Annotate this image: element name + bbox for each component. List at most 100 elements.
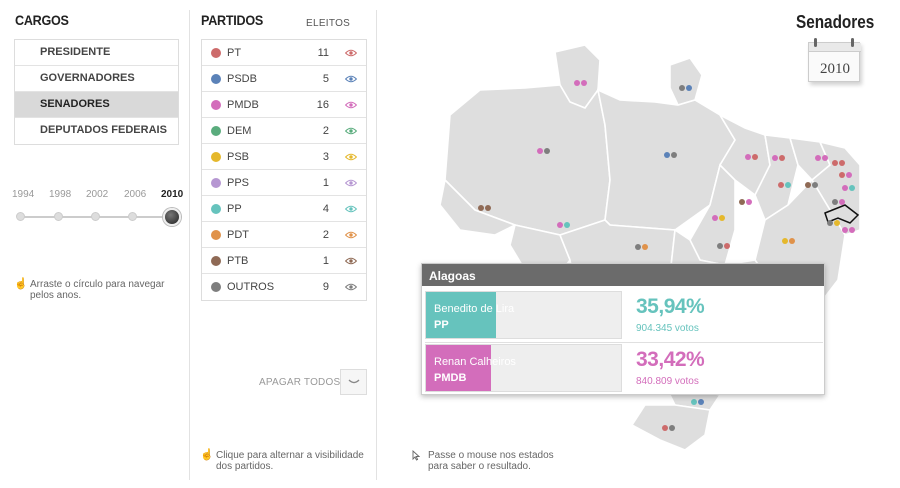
apagar-todos-label[interactable]: APAGAR TODOS — [259, 377, 341, 388]
party-eleitos-count: 9 — [322, 281, 329, 293]
state-amapa[interactable] — [669, 57, 703, 106]
eleitos-label: ELEITOS — [306, 18, 351, 29]
party-color-dot — [211, 230, 221, 240]
party-row-psb[interactable]: PSB 3 — [202, 144, 366, 170]
year-label-2010[interactable]: 2010 — [161, 189, 184, 200]
party-dot-outros — [679, 85, 685, 91]
party-name: PPS — [227, 177, 250, 189]
candidate-party: PP — [434, 319, 449, 331]
year-slider-stop[interactable] — [91, 212, 100, 221]
eye-icon[interactable] — [345, 179, 357, 187]
party-color-dot — [211, 74, 221, 84]
partidos-title: PARTIDOS — [201, 12, 264, 28]
party-dot-pmdb — [746, 199, 752, 205]
party-dot-pmdb — [712, 215, 718, 221]
party-eleitos-count: 3 — [322, 151, 329, 163]
hand-pointer-icon: ☝ — [14, 278, 28, 290]
party-dot-ptb — [805, 182, 811, 188]
party-color-dot — [211, 204, 221, 214]
party-row-dem[interactable]: DEM 2 — [202, 118, 366, 144]
party-color-dot — [211, 126, 221, 136]
party-dot-pmdb — [822, 155, 828, 161]
eye-icon[interactable] — [345, 49, 357, 57]
party-dot-psb — [834, 220, 840, 226]
eye-icon[interactable] — [345, 283, 357, 291]
party-dot-psb — [719, 215, 725, 221]
calendar-year: 2010 — [820, 61, 850, 77]
candidate-bar: Benedito de Lira PP — [425, 291, 622, 339]
party-dot-pt — [724, 243, 730, 249]
cargos-hint-text: Arraste o círculo para navegar pelos ano… — [30, 279, 165, 301]
party-color-dot — [211, 48, 221, 58]
partidos-hint: ☝ Clique para alternar a visibilidade do… — [200, 450, 372, 473]
eye-icon[interactable] — [345, 231, 357, 239]
party-dot-pt — [839, 172, 845, 178]
party-row-pmdb[interactable]: PMDB 16 — [202, 92, 366, 118]
cursor-arrow-icon — [412, 449, 421, 464]
party-dot-outros — [832, 199, 838, 205]
cargo-governadores[interactable]: GOVERNADORES — [15, 66, 178, 92]
year-slider-stop[interactable] — [16, 212, 25, 221]
party-row-pp[interactable]: PP 4 — [202, 196, 366, 222]
party-dot-pmdb — [849, 227, 855, 233]
year-label-2006[interactable]: 2006 — [124, 189, 147, 200]
party-name: PDT — [227, 229, 249, 241]
party-dot-pmdb — [842, 185, 848, 191]
cargo-deputados-federais[interactable]: DEPUTADOS FEDERAIS — [15, 118, 178, 144]
candidate-bar-fill — [426, 292, 497, 338]
candidate-percent: 33,42% — [636, 348, 705, 371]
cargo-senadores[interactable]: SENADORES — [15, 92, 178, 118]
party-name: OUTROS — [227, 281, 275, 293]
apagar-todos-button[interactable] — [340, 369, 367, 395]
party-row-pdt[interactable]: PDT 2 — [202, 222, 366, 248]
party-row-outros[interactable]: OUTROS 9 — [202, 274, 366, 300]
party-color-dot — [211, 282, 221, 292]
year-slider-stop[interactable] — [128, 212, 137, 221]
state-acre[interactable] — [439, 178, 517, 236]
candidate-bar-fill — [426, 345, 492, 391]
party-eleitos-count: 2 — [322, 125, 329, 137]
party-name: PP — [227, 203, 242, 215]
cargo-presidente[interactable]: PRESIDENTE — [15, 40, 178, 66]
party-color-dot — [211, 100, 221, 110]
party-row-psdb[interactable]: PSDB 5 — [202, 66, 366, 92]
eye-icon[interactable] — [345, 257, 357, 265]
party-row-pt[interactable]: PT 11 — [202, 40, 366, 66]
year-slider-handle[interactable] — [163, 208, 181, 226]
party-dot-pt — [778, 182, 784, 188]
eye-icon[interactable] — [345, 75, 357, 83]
year-label-2002[interactable]: 2002 — [86, 189, 109, 200]
party-dot-psdb — [664, 152, 670, 158]
state-result-popup: Alagoas Benedito de Lira PP 35,94% 904.3… — [421, 263, 825, 395]
party-name: PTB — [227, 255, 249, 267]
year-label-1994[interactable]: 1994 — [12, 189, 35, 200]
year-labels: 1994 1998 2002 2006 2010 — [12, 189, 187, 203]
party-row-pps[interactable]: PPS 1 — [202, 170, 366, 196]
candidate-name: Renan Calheiros — [434, 356, 516, 368]
party-dot-outros — [544, 148, 550, 154]
party-row-ptb[interactable]: PTB 1 — [202, 248, 366, 274]
eye-icon[interactable] — [345, 153, 357, 161]
party-dot-outros — [812, 182, 818, 188]
party-name: PMDB — [227, 99, 259, 111]
party-dot-outros — [635, 244, 641, 250]
party-dot-pt — [832, 160, 838, 166]
party-dot-outros — [671, 152, 677, 158]
year-label-1998[interactable]: 1998 — [49, 189, 72, 200]
party-dot-pmdb — [745, 154, 751, 160]
party-dot-psdb — [686, 85, 692, 91]
eye-icon[interactable] — [345, 127, 357, 135]
cargos-list: PRESIDENTE GOVERNADORES SENADORES DEPUTA… — [14, 39, 179, 145]
party-color-dot — [211, 178, 221, 188]
eye-icon[interactable] — [345, 205, 357, 213]
party-dot-ptb — [478, 205, 484, 211]
map-hint: Passe o mouse nos estados para saber o r… — [412, 449, 572, 472]
party-dot-outros — [669, 425, 675, 431]
party-dot-pmdb — [581, 80, 587, 86]
party-dot-ptb — [485, 205, 491, 211]
eye-icon[interactable] — [345, 101, 357, 109]
party-dot-ptb — [739, 199, 745, 205]
year-slider-stop[interactable] — [54, 212, 63, 221]
party-eleitos-count: 1 — [322, 255, 329, 267]
party-dot-pdt — [642, 244, 648, 250]
